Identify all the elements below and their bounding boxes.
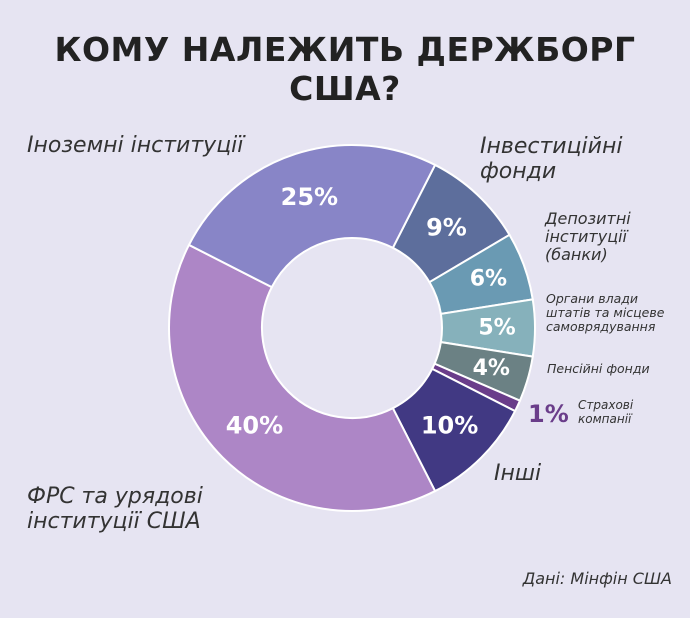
label-investment-funds-line2: фонди [480, 159, 557, 184]
label-insurance-percent: 1% [528, 400, 569, 428]
label-insurance-line1: Страхові [578, 398, 634, 412]
slice-label-1: 6% [470, 266, 507, 291]
label-deposit-line3: (банки) [545, 245, 608, 264]
slice-label-3: 4% [473, 356, 510, 381]
slice-label-2: 5% [478, 316, 515, 341]
label-deposit-line1: Депозитні [545, 209, 631, 228]
label-investment-funds: Інвестиційні фонди [480, 134, 622, 184]
label-deposit: Депозитні інституції (банки) [545, 210, 631, 264]
label-other: Інші [494, 461, 542, 486]
data-source: Дані: Мінфін США [522, 569, 672, 588]
slice-label-5: 10% [421, 412, 478, 440]
slice-label-0: 9% [426, 213, 467, 241]
slice-label-7: 25% [281, 183, 338, 211]
slice-7 [187, 144, 437, 289]
label-states-line1: Органи влади [546, 291, 639, 306]
slice-6 [168, 243, 437, 512]
label-states-line3: самоврядування [546, 319, 656, 334]
label-fed: ФРС та урядові інституції США [27, 484, 203, 534]
label-fed-line1: ФРС та урядові [27, 484, 203, 509]
label-deposit-line2: інституції [545, 227, 627, 246]
label-states: Органи влади штатів та місцеве самовряду… [546, 292, 664, 334]
label-states-line2: штатів та місцеве [546, 305, 665, 320]
chart-title: КОМУ НАЛЕЖИТЬ ДЕРЖБОРГ США? [54, 30, 636, 108]
label-fed-line2: інституції США [27, 509, 201, 534]
label-pension: Пенсійні фонди [547, 361, 650, 376]
label-foreign: Іноземні інституції [27, 133, 244, 158]
label-investment-funds-line1: Інвестиційні [480, 134, 623, 159]
label-insurance-line2: компанії [578, 412, 632, 426]
label-insurance: Страхові компанії [578, 398, 633, 426]
slice-label-6: 40% [226, 412, 283, 440]
